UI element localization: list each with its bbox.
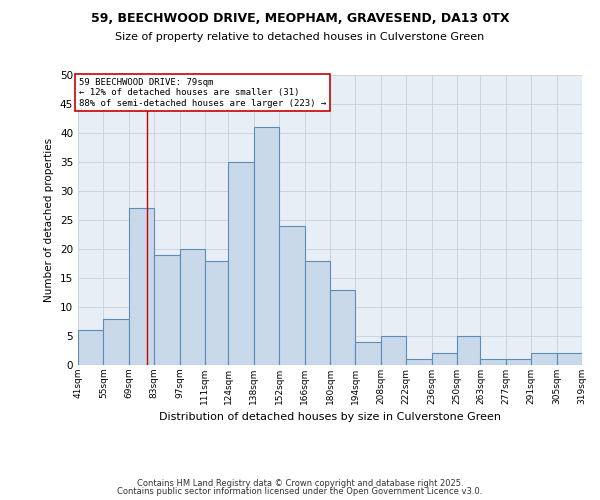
Bar: [103, 318, 129, 365]
Bar: [229, 162, 254, 365]
Bar: [205, 260, 229, 365]
Bar: [129, 208, 154, 365]
Bar: [431, 354, 457, 365]
Bar: [457, 336, 481, 365]
X-axis label: Distribution of detached houses by size in Culverstone Green: Distribution of detached houses by size …: [159, 412, 501, 422]
Text: Contains public sector information licensed under the Open Government Licence v3: Contains public sector information licen…: [118, 487, 482, 496]
Bar: [481, 359, 506, 365]
Bar: [506, 359, 531, 365]
Bar: [355, 342, 381, 365]
Bar: [179, 249, 205, 365]
Text: Contains HM Land Registry data © Crown copyright and database right 2025.: Contains HM Land Registry data © Crown c…: [137, 478, 463, 488]
Bar: [330, 290, 355, 365]
Bar: [279, 226, 305, 365]
Bar: [406, 359, 431, 365]
Text: 59, BEECHWOOD DRIVE, MEOPHAM, GRAVESEND, DA13 0TX: 59, BEECHWOOD DRIVE, MEOPHAM, GRAVESEND,…: [91, 12, 509, 26]
Bar: [531, 354, 557, 365]
Bar: [305, 260, 330, 365]
Bar: [557, 354, 582, 365]
Text: Size of property relative to detached houses in Culverstone Green: Size of property relative to detached ho…: [115, 32, 485, 42]
Bar: [381, 336, 406, 365]
Bar: [254, 127, 279, 365]
Bar: [154, 255, 179, 365]
Text: 59 BEECHWOOD DRIVE: 79sqm
← 12% of detached houses are smaller (31)
88% of semi-: 59 BEECHWOOD DRIVE: 79sqm ← 12% of detac…: [79, 78, 326, 108]
Bar: [78, 330, 103, 365]
Y-axis label: Number of detached properties: Number of detached properties: [44, 138, 55, 302]
